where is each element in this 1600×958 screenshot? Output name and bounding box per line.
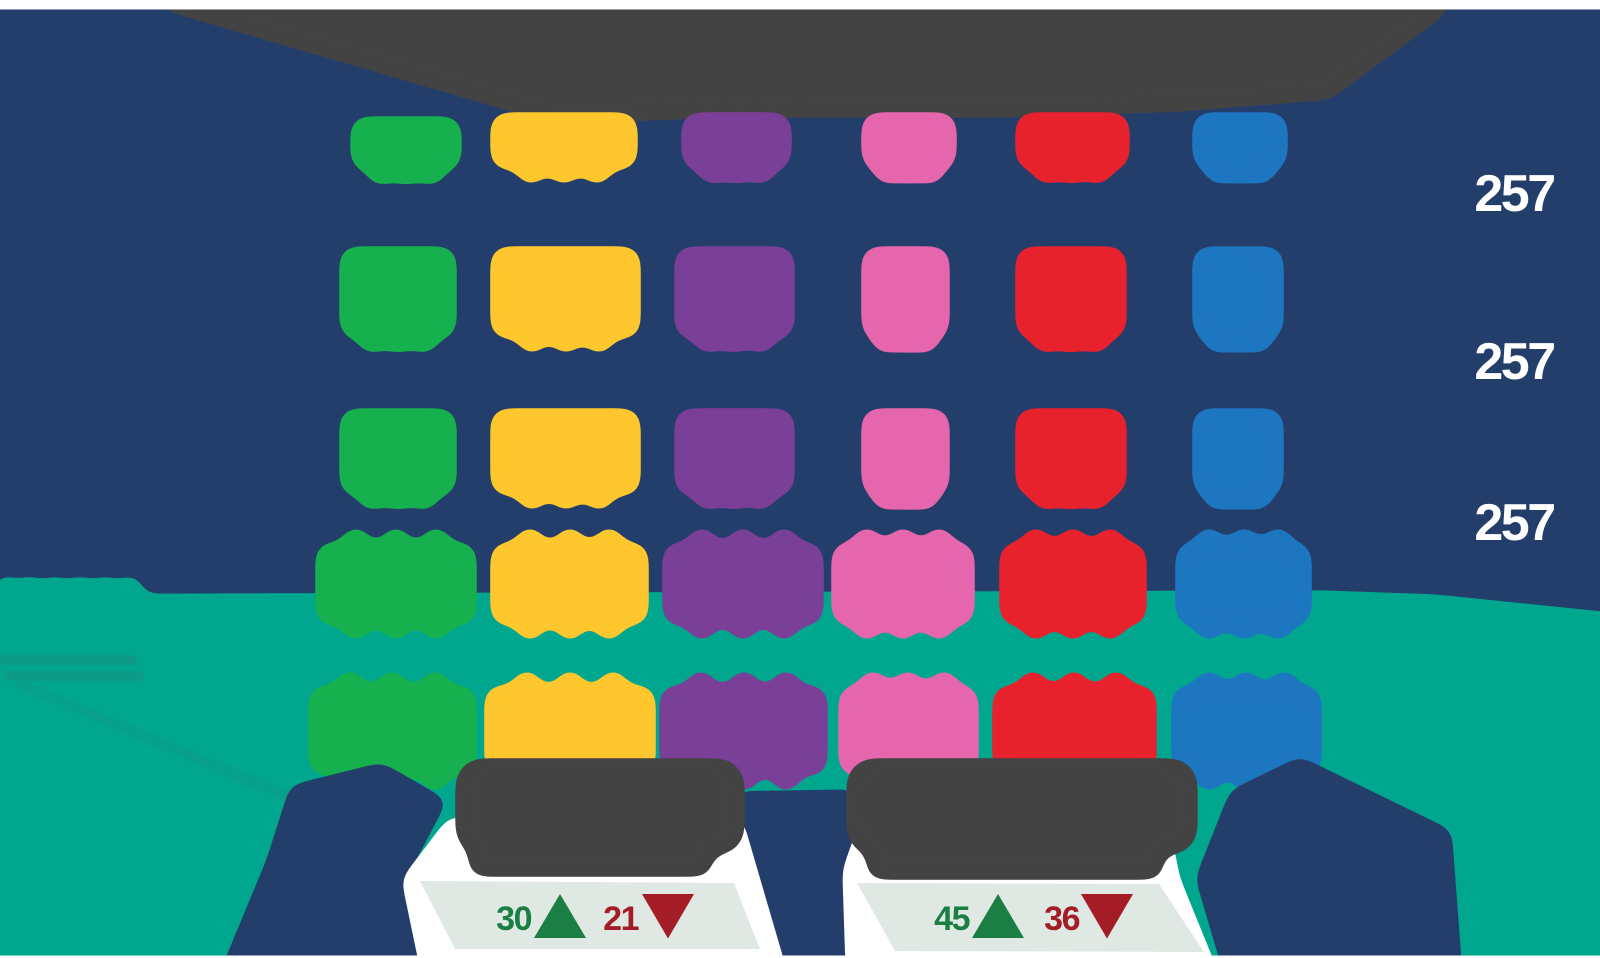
svg-text:45: 45 <box>934 900 969 938</box>
svg-text:257: 257 <box>1474 333 1554 391</box>
svg-text:257: 257 <box>1474 165 1554 223</box>
svg-text:21: 21 <box>603 900 638 938</box>
svg-text:36: 36 <box>1044 900 1079 938</box>
svg-text:30: 30 <box>496 900 531 938</box>
svg-text:257: 257 <box>1474 494 1554 552</box>
